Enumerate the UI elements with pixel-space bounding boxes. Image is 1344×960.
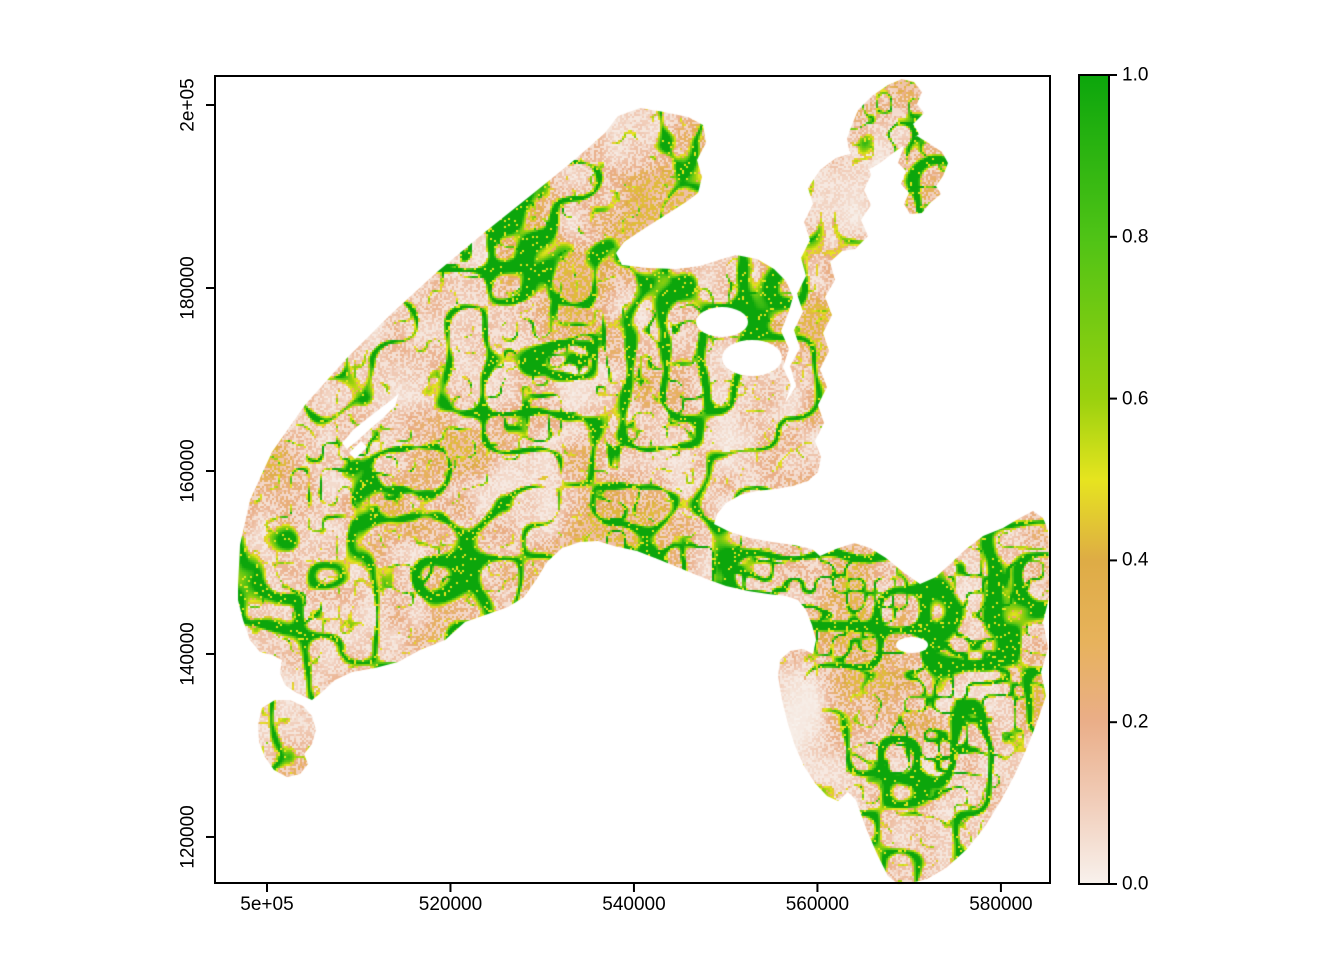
- x-axis-tick-label: 580000: [969, 894, 1033, 915]
- plot-box: [214, 75, 1051, 884]
- colorbar-tick-label: 0.4: [1122, 549, 1149, 571]
- y-axis-tick-label: 120000: [177, 805, 199, 869]
- colorbar-tick-label: 1.0: [1122, 64, 1149, 86]
- x-axis-tick-label: 5e+05: [240, 894, 294, 915]
- y-axis-tick-label: 2e+05: [177, 78, 199, 132]
- y-axis-tick-label: 180000: [177, 256, 199, 320]
- x-axis-tick-label: 560000: [785, 894, 850, 915]
- y-axis-tick-label: 160000: [177, 439, 199, 503]
- x-axis-tick-label: 540000: [602, 894, 666, 915]
- x-axis-tick-label: 520000: [418, 894, 483, 915]
- colorbar-frame: [1078, 74, 1110, 885]
- colorbar-tick-label: 0.8: [1122, 226, 1149, 248]
- colorbar-tick-label: 0.6: [1122, 388, 1149, 410]
- y-axis-tick-label: 140000: [177, 622, 199, 686]
- colorbar-gradient: [1080, 76, 1108, 883]
- colorbar-tick-label: 0.0: [1122, 873, 1149, 895]
- colorbar-tick-label: 0.2: [1122, 711, 1149, 733]
